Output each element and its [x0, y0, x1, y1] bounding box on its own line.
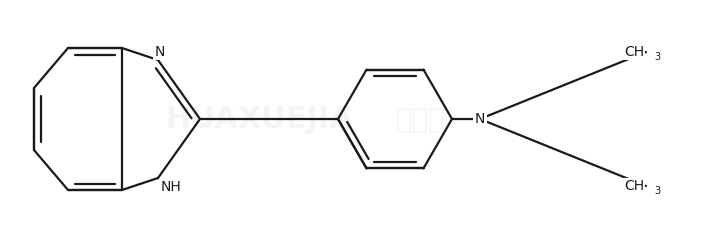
Text: HUAXUEJIA: HUAXUEJIA [165, 106, 353, 134]
Text: 化学加: 化学加 [395, 106, 446, 134]
Text: NH: NH [161, 180, 182, 194]
Text: N: N [155, 45, 165, 59]
Text: 3: 3 [654, 186, 660, 196]
Text: CH: CH [624, 45, 644, 59]
Text: CH: CH [624, 179, 644, 193]
Text: 3: 3 [654, 52, 660, 62]
Text: N: N [475, 112, 485, 126]
